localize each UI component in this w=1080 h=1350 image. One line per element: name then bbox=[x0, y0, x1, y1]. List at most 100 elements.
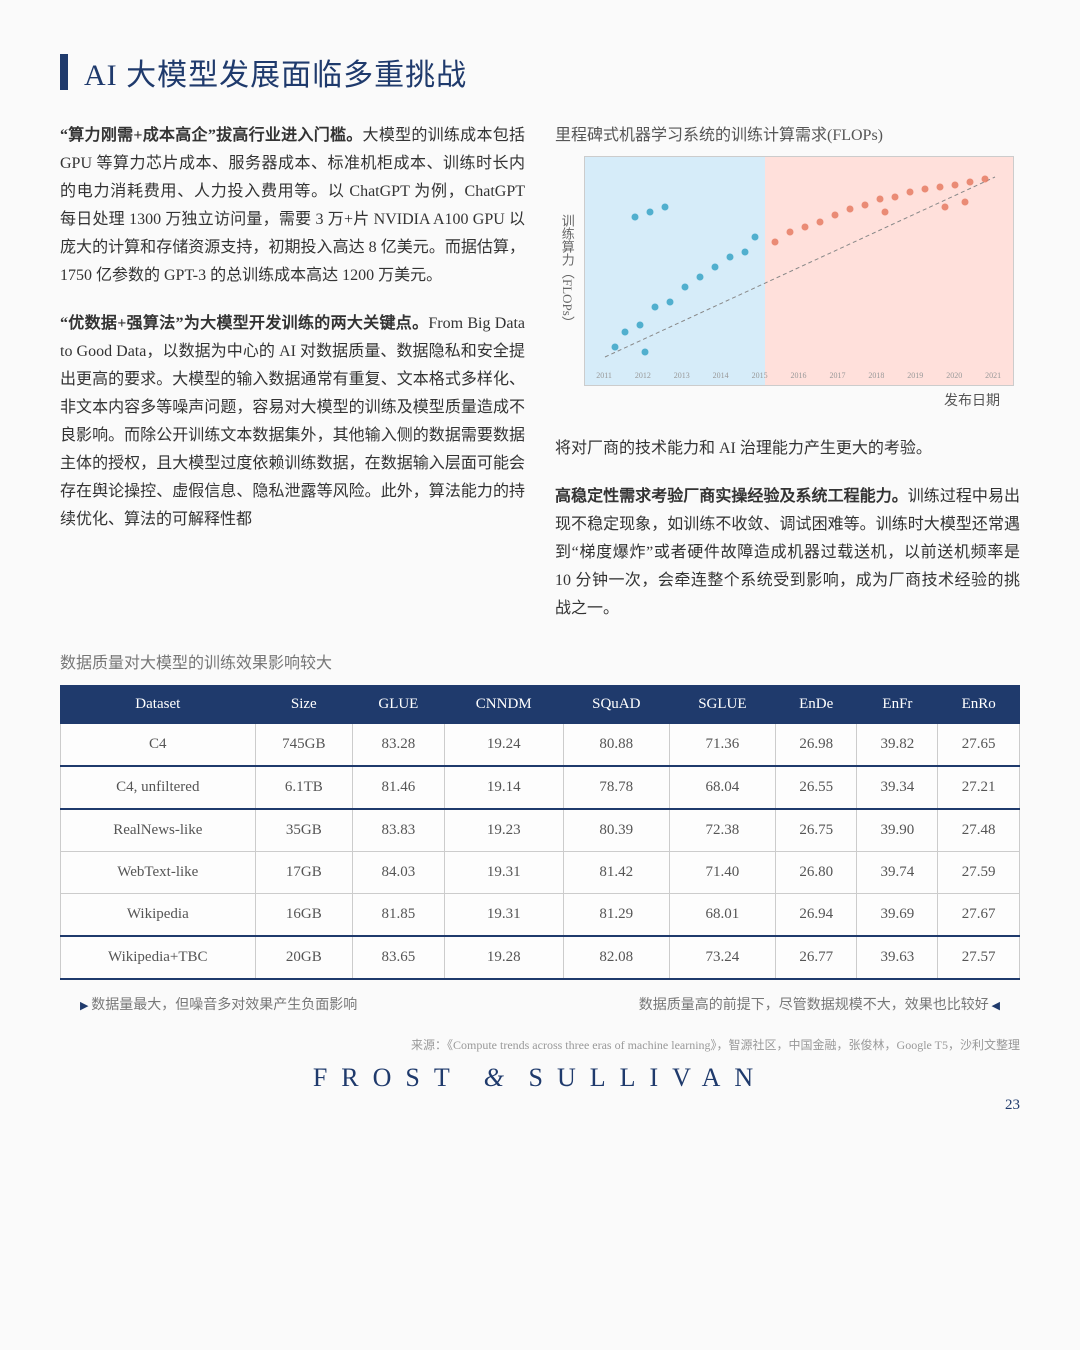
table-cell: 19.28 bbox=[444, 936, 563, 979]
brand-left: FROST bbox=[313, 1063, 463, 1092]
table-cell: WebText-like bbox=[61, 851, 256, 893]
table-cell: 71.36 bbox=[669, 723, 775, 766]
table-cell: 26.80 bbox=[775, 851, 857, 893]
p2-lead: “优数据+强算法”为大模型开发训练的两大关键点。 bbox=[60, 315, 428, 332]
content-columns: “算力刚需+成本高企”拔高行业进入门槛。大模型的训练成本包括 GPU 等算力芯片… bbox=[60, 122, 1020, 623]
table-cell: 19.23 bbox=[444, 809, 563, 852]
source-line: 来源：《Compute trends across three eras of … bbox=[60, 1036, 1020, 1053]
table-cell: 81.42 bbox=[563, 851, 669, 893]
left-column: “算力刚需+成本高企”拔高行业进入门槛。大模型的训练成本包括 GPU 等算力芯片… bbox=[60, 122, 525, 623]
table-cell: 17GB bbox=[255, 851, 352, 893]
scatter-plot bbox=[585, 157, 1015, 387]
table-cell: 39.34 bbox=[857, 766, 938, 809]
table-cell: C4 bbox=[61, 723, 256, 766]
table-cell: 83.65 bbox=[353, 936, 445, 979]
brand-ampersand-icon: & bbox=[484, 1063, 508, 1092]
page-number: 23 bbox=[60, 1097, 1020, 1114]
xtick-label: 2017 bbox=[829, 369, 845, 383]
table-cell: 72.38 bbox=[669, 809, 775, 852]
xtick-label: 2012 bbox=[635, 369, 651, 383]
table-cell: 83.28 bbox=[353, 723, 445, 766]
xtick-label: 2018 bbox=[868, 369, 884, 383]
table-cell: C4, unfiltered bbox=[61, 766, 256, 809]
table-cell: 35GB bbox=[255, 809, 352, 852]
table-cell: 26.94 bbox=[775, 893, 857, 936]
table-cell: 39.63 bbox=[857, 936, 938, 979]
table-cell: 73.24 bbox=[669, 936, 775, 979]
table-cell: 78.78 bbox=[563, 766, 669, 809]
table-row: WebText-like17GB84.0319.3181.4271.4026.8… bbox=[61, 851, 1020, 893]
table-cell: 16GB bbox=[255, 893, 352, 936]
flops-chart: 2011201220132014201520162017201820192020… bbox=[584, 156, 1014, 386]
p1-lead: “算力刚需+成本高企”拔高行业进入门槛。 bbox=[60, 127, 363, 144]
table-cell: 26.75 bbox=[775, 809, 857, 852]
table-cell: 26.77 bbox=[775, 936, 857, 979]
brand-right: SULLIVAN bbox=[529, 1063, 768, 1092]
paragraph-4: 高稳定性需求考验厂商实操经验及系统工程能力。训练过程中易出现不稳定现象，如训练不… bbox=[555, 483, 1020, 623]
table-cell: 19.14 bbox=[444, 766, 563, 809]
table-cell: 81.29 bbox=[563, 893, 669, 936]
table-cell: 27.65 bbox=[938, 723, 1020, 766]
chart-xticks: 2011201220132014201520162017201820192020… bbox=[585, 369, 1013, 383]
table-cell: 27.67 bbox=[938, 893, 1020, 936]
table-cell: 745GB bbox=[255, 723, 352, 766]
table-cell: 19.31 bbox=[444, 893, 563, 936]
table-body: C4745GB83.2819.2480.8871.3626.9839.8227.… bbox=[61, 723, 1020, 979]
table-cell: 26.98 bbox=[775, 723, 857, 766]
table-header-cell: SGLUE bbox=[669, 685, 775, 723]
table-cell: 68.01 bbox=[669, 893, 775, 936]
table-cell: 39.69 bbox=[857, 893, 938, 936]
table-cell: 80.88 bbox=[563, 723, 669, 766]
table-cell: Wikipedia+TBC bbox=[61, 936, 256, 979]
table-cell: 81.85 bbox=[353, 893, 445, 936]
xtick-label: 2015 bbox=[752, 369, 768, 383]
p4-body: 训练过程中易出现不稳定现象，如训练不收敛、调试困难等。训练时大模型还常遇到“梯度… bbox=[555, 488, 1020, 617]
chart-title: 里程碑式机器学习系统的训练计算需求(FLOPs) bbox=[555, 122, 1020, 150]
table-cell: 27.48 bbox=[938, 809, 1020, 852]
table-header-cell: SQuAD bbox=[563, 685, 669, 723]
table-cell: 20GB bbox=[255, 936, 352, 979]
xtick-label: 2011 bbox=[596, 369, 612, 383]
table-header-cell: Size bbox=[255, 685, 352, 723]
table-header-cell: CNNDM bbox=[444, 685, 563, 723]
right-column: 里程碑式机器学习系统的训练计算需求(FLOPs) 训练算力（FLOPs） 201… bbox=[555, 122, 1020, 623]
table-cell: 39.74 bbox=[857, 851, 938, 893]
table-caption: 数据质量对大模型的训练效果影响较大 bbox=[60, 649, 1020, 673]
page-title: AI 大模型发展面临多重挑战 bbox=[84, 50, 467, 94]
annotation-left: 数据量最大，但噪音多对效果产生负面影响 bbox=[80, 994, 357, 1014]
table-header-cell: EnDe bbox=[775, 685, 857, 723]
xtick-label: 2016 bbox=[791, 369, 807, 383]
table-cell: 27.57 bbox=[938, 936, 1020, 979]
xtick-label: 2014 bbox=[713, 369, 729, 383]
chart-xlabel: 发布日期 bbox=[555, 390, 1020, 415]
table-cell: 80.39 bbox=[563, 809, 669, 852]
chart-wrap: 训练算力（FLOPs） 2011201220132014201520162017… bbox=[555, 156, 1020, 386]
brand-footer: FROST & SULLIVAN bbox=[60, 1063, 1020, 1093]
table-row: Wikipedia16GB81.8519.3181.2968.0126.9439… bbox=[61, 893, 1020, 936]
xtick-label: 2020 bbox=[946, 369, 962, 383]
table-cell: 39.90 bbox=[857, 809, 938, 852]
table-header-row: DatasetSizeGLUECNNDMSQuADSGLUEEnDeEnFrEn… bbox=[61, 685, 1020, 723]
title-bar: AI 大模型发展面临多重挑战 bbox=[60, 50, 1020, 94]
table-header-cell: EnFr bbox=[857, 685, 938, 723]
table-cell: 71.40 bbox=[669, 851, 775, 893]
chart-ylabel: 训练算力（FLOPs） bbox=[555, 214, 578, 329]
table-cell: Wikipedia bbox=[61, 893, 256, 936]
table-cell: 81.46 bbox=[353, 766, 445, 809]
table-header-cell: GLUE bbox=[353, 685, 445, 723]
p4-lead: 高稳定性需求考验厂商实操经验及系统工程能力。 bbox=[555, 488, 908, 505]
table-cell: 82.08 bbox=[563, 936, 669, 979]
xtick-label: 2021 bbox=[985, 369, 1001, 383]
p2-body: From Big Data to Good Data，以数据为中心的 AI 对数… bbox=[60, 315, 525, 528]
table-row: C4, unfiltered6.1TB81.4619.1478.7868.042… bbox=[61, 766, 1020, 809]
annotation-right: 数据质量高的前提下，尽管数据规模不大，效果也比较好 bbox=[639, 994, 1000, 1014]
table-cell: 84.03 bbox=[353, 851, 445, 893]
table-cell: 27.21 bbox=[938, 766, 1020, 809]
p1-body: 大模型的训练成本包括 GPU 等算力芯片成本、服务器成本、标准机柜成本、训练时长… bbox=[60, 127, 525, 284]
table-cell: 6.1TB bbox=[255, 766, 352, 809]
xtick-label: 2019 bbox=[907, 369, 923, 383]
dataset-table: DatasetSizeGLUECNNDMSQuADSGLUEEnDeEnFrEn… bbox=[60, 685, 1020, 980]
paragraph-3: 将对厂商的技术能力和 AI 治理能力产生更大的考验。 bbox=[555, 435, 1020, 463]
table-row: C4745GB83.2819.2480.8871.3626.9839.8227.… bbox=[61, 723, 1020, 766]
paragraph-2: “优数据+强算法”为大模型开发训练的两大关键点。From Big Data to… bbox=[60, 310, 525, 534]
